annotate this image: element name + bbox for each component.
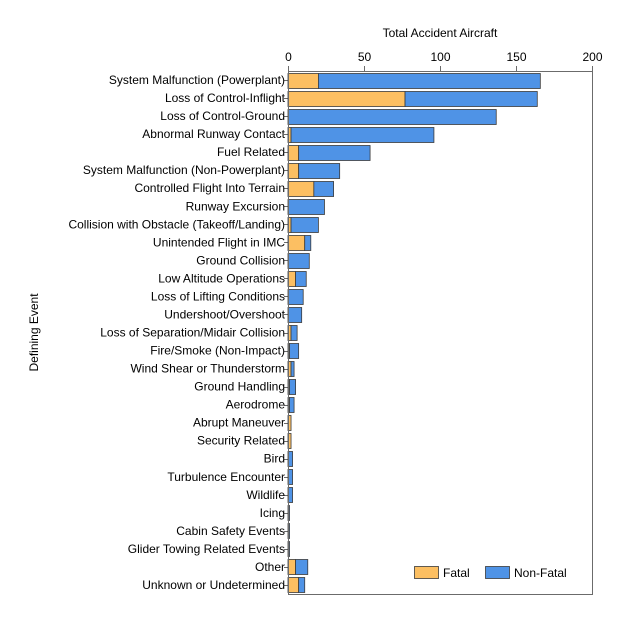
category-label: Unintended Flight in IMC [153, 235, 285, 249]
category-label: Loss of Control-Ground [160, 109, 285, 123]
bar-fatal [287, 181, 315, 197]
bar-non-fatal [287, 307, 303, 323]
category-label: Abnormal Runway Contact [142, 127, 285, 141]
bar-non-fatal [287, 109, 497, 125]
category-label: Low Altitude Operations [158, 271, 285, 285]
bar-non-fatal [289, 397, 295, 413]
bar-non-fatal [290, 217, 319, 233]
category-label: Loss of Separation/Midair Collision [100, 326, 285, 340]
x-tick-label: 150 [506, 50, 526, 64]
category-label: Fire/Smoke (Non-Impact) [150, 344, 285, 358]
x-tick-label: 50 [358, 50, 372, 64]
category-labels: System Malfunction (Powerplant) Loss of C… [68, 73, 288, 592]
x-tick-label: 100 [430, 50, 450, 64]
category-label: Wildlife [246, 488, 285, 502]
category-label: Fuel Related [217, 145, 285, 159]
plot-area-frame [288, 71, 593, 595]
category-label: Loss of Lifting Conditions [151, 289, 285, 303]
category-label: Bird [264, 452, 285, 466]
bar-non-fatal [317, 73, 541, 89]
category-label: System Malfunction (Non-Powerplant) [83, 163, 285, 177]
bar-non-fatal [298, 145, 371, 161]
bar-non-fatal [290, 361, 295, 377]
y-axis-title: Defining Event [27, 293, 41, 372]
x-axis-title: Total Accident Aircraft [383, 26, 498, 40]
x-tick-label: 0 [285, 50, 292, 64]
bar-non-fatal [295, 271, 307, 287]
category-label: Other [255, 560, 285, 574]
bar-non-fatal [289, 379, 296, 395]
bar-fatal [287, 145, 300, 161]
bar-fatal [287, 559, 296, 575]
x-tick-label: 200 [582, 50, 602, 64]
category-label: Cabin Safety Events [176, 524, 285, 538]
bar-fatal [287, 577, 300, 593]
category-label: Controlled Flight Into Terrain [134, 181, 285, 195]
x-axis-ticks: 0 50 100 150 200 [285, 50, 603, 71]
category-label: Aerodrome [226, 398, 286, 412]
bar-fatal [287, 235, 306, 251]
category-label: Runway Excursion [186, 199, 285, 213]
category-label: Loss of Control-Inflight [165, 91, 286, 105]
bar-non-fatal [404, 91, 538, 107]
bar-fatal [287, 271, 296, 287]
legend-label: Non-Fatal [514, 566, 567, 580]
category-label: Ground Collision [196, 253, 285, 267]
bar-non-fatal [287, 199, 325, 215]
category-label: System Malfunction (Powerplant) [109, 73, 285, 87]
category-label: Undershoot/Overshoot [164, 307, 285, 321]
category-label: Icing [260, 506, 285, 520]
category-label: Turbulence Encounter [167, 470, 285, 484]
bars [287, 73, 541, 593]
bar-non-fatal [295, 559, 309, 575]
bar-non-fatal [298, 163, 341, 179]
bar-non-fatal [304, 235, 312, 251]
bar-non-fatal [298, 577, 306, 593]
bar-non-fatal [289, 343, 300, 359]
legend-swatch [414, 566, 439, 579]
legend-label: Fatal [443, 566, 470, 580]
bar-non-fatal [313, 181, 334, 197]
category-label: Glider Towing Related Events [128, 542, 285, 556]
bar-non-fatal [287, 289, 304, 305]
bar-non-fatal [287, 253, 310, 269]
category-label: Ground Handling [194, 380, 285, 394]
bar-fatal [287, 73, 319, 89]
bar-fatal [287, 163, 300, 179]
bar-non-fatal [290, 127, 435, 143]
bar-non-fatal [290, 325, 298, 341]
legend: Fatal Non-Fatal [414, 566, 567, 580]
category-label: Abrupt Maneuver [193, 416, 285, 430]
category-label: Collision with Obstacle (Takeoff/Landing… [68, 217, 285, 231]
bar-fatal [287, 91, 406, 107]
legend-swatch [485, 566, 510, 579]
category-label: Unknown or Undetermined [142, 578, 285, 592]
category-label: Security Related [197, 434, 285, 448]
category-label: Wind Shear or Thunderstorm [130, 362, 285, 376]
